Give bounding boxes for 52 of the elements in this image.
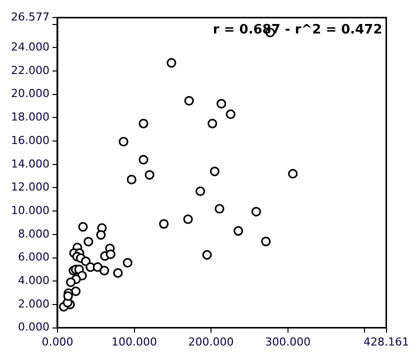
point	[251, 206, 262, 216]
x-tick-label: 100.000	[112, 335, 158, 348]
point	[80, 256, 91, 266]
point	[226, 109, 236, 120]
point	[210, 166, 220, 176]
point	[92, 262, 102, 272]
x-tick-label: 200.000	[188, 335, 234, 348]
point	[261, 236, 271, 246]
x-tick-label: 428.161	[364, 335, 410, 348]
y-tick-label: 12.000	[10, 180, 50, 194]
point	[288, 168, 298, 179]
point	[78, 222, 88, 232]
point	[159, 219, 169, 229]
point	[202, 250, 212, 260]
point	[100, 266, 110, 276]
y-tick-label: 8.000	[18, 227, 50, 240]
y-tick-label: 18.000	[10, 110, 50, 124]
point	[216, 98, 226, 109]
point	[96, 230, 106, 240]
y-tick-label: 10.000	[10, 204, 50, 217]
point	[63, 291, 73, 301]
point	[113, 268, 123, 278]
y-tick-label: 0.000	[18, 320, 50, 334]
y-tick-label: 24.000	[10, 40, 50, 54]
point	[66, 277, 76, 288]
point	[106, 249, 116, 260]
point	[84, 236, 94, 246]
point	[234, 226, 244, 236]
y-tick-label: 20.000	[10, 87, 50, 100]
point	[126, 174, 136, 184]
y-tick-label: 26.577	[10, 10, 50, 24]
point	[184, 96, 194, 106]
x-tick-label: 0.000	[42, 335, 74, 348]
x-tick-label: 300.000	[265, 335, 311, 348]
y-tick-label: 4.000	[18, 274, 50, 287]
y-tick-label: 22.000	[10, 64, 50, 77]
y-tick-label: 2.000	[18, 297, 50, 310]
point	[144, 170, 154, 180]
point	[138, 154, 148, 165]
point	[70, 286, 81, 296]
point	[183, 214, 193, 224]
point	[166, 58, 176, 68]
point	[214, 204, 224, 214]
point	[118, 136, 128, 146]
point	[138, 118, 148, 128]
y-tick-label: 16.000	[10, 134, 50, 147]
annotation: r = 0.687 - r^2 = 0.472	[212, 22, 382, 38]
point	[196, 186, 206, 196]
y-tick-label: 6.000	[18, 250, 50, 264]
y-tick-label: 14.000	[10, 157, 50, 170]
point	[122, 258, 132, 268]
point	[208, 118, 218, 128]
